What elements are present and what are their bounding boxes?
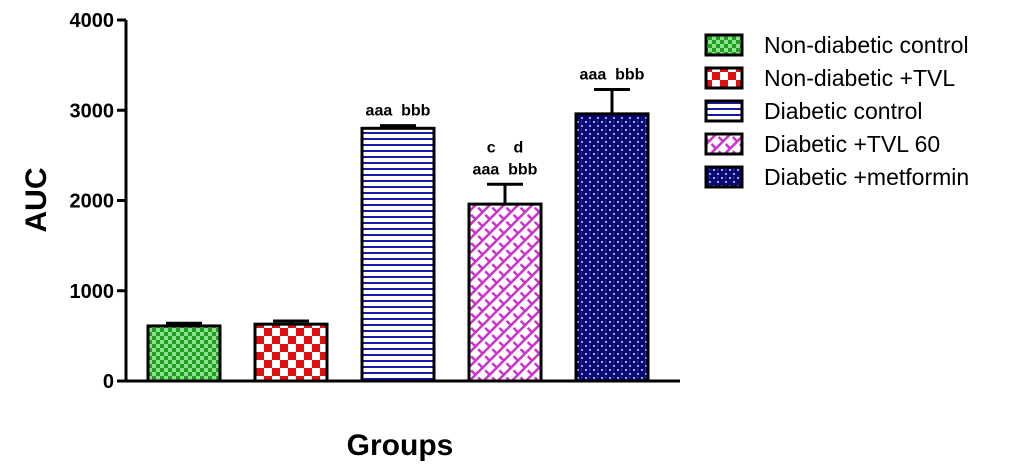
bar-1 — [146, 324, 222, 383]
bar-annotation: c d — [487, 139, 523, 156]
bar-annotation: aaa bbb — [580, 66, 645, 83]
legend-swatch — [704, 99, 744, 123]
legend-label: Non-diabetic control — [764, 32, 969, 58]
x-axis-title: Groups — [347, 429, 454, 462]
y-tick-label: 3000 — [70, 100, 115, 122]
bar-annotations: aaa bbb c d aaa bbb aaa bbb — [366, 66, 645, 178]
legend-label: Diabetic control — [764, 98, 923, 124]
legend-label: Diabetic +metformin — [764, 164, 969, 190]
y-tick-label: 0 — [103, 371, 114, 393]
y-axis-ticks: 0 1000 2000 3000 4000 — [70, 10, 126, 393]
bar-annotation: aaa bbb — [366, 103, 431, 120]
bar-annotation: aaa bbb — [473, 161, 538, 178]
error-bars — [166, 87, 630, 326]
legend-label: Diabetic +TVL 60 — [764, 131, 940, 157]
bar-4 — [467, 202, 543, 383]
y-tick-label: 4000 — [70, 10, 115, 32]
bars — [146, 112, 650, 383]
legend-label: Non-diabetic +TVL — [764, 65, 955, 91]
bar-2 — [253, 322, 329, 383]
y-tick-label: 2000 — [70, 191, 115, 213]
legend-swatch — [704, 132, 744, 156]
y-tick-label: 1000 — [70, 281, 115, 303]
legend-swatch — [704, 33, 744, 57]
y-axis-title: AUC — [20, 168, 53, 233]
bar-3 — [360, 126, 436, 383]
bar-5 — [574, 112, 650, 383]
legend-swatch — [704, 165, 744, 189]
legend-swatch — [704, 66, 744, 90]
legend: Non-diabetic control Non-diabetic +TVL Dia… — [704, 32, 969, 190]
